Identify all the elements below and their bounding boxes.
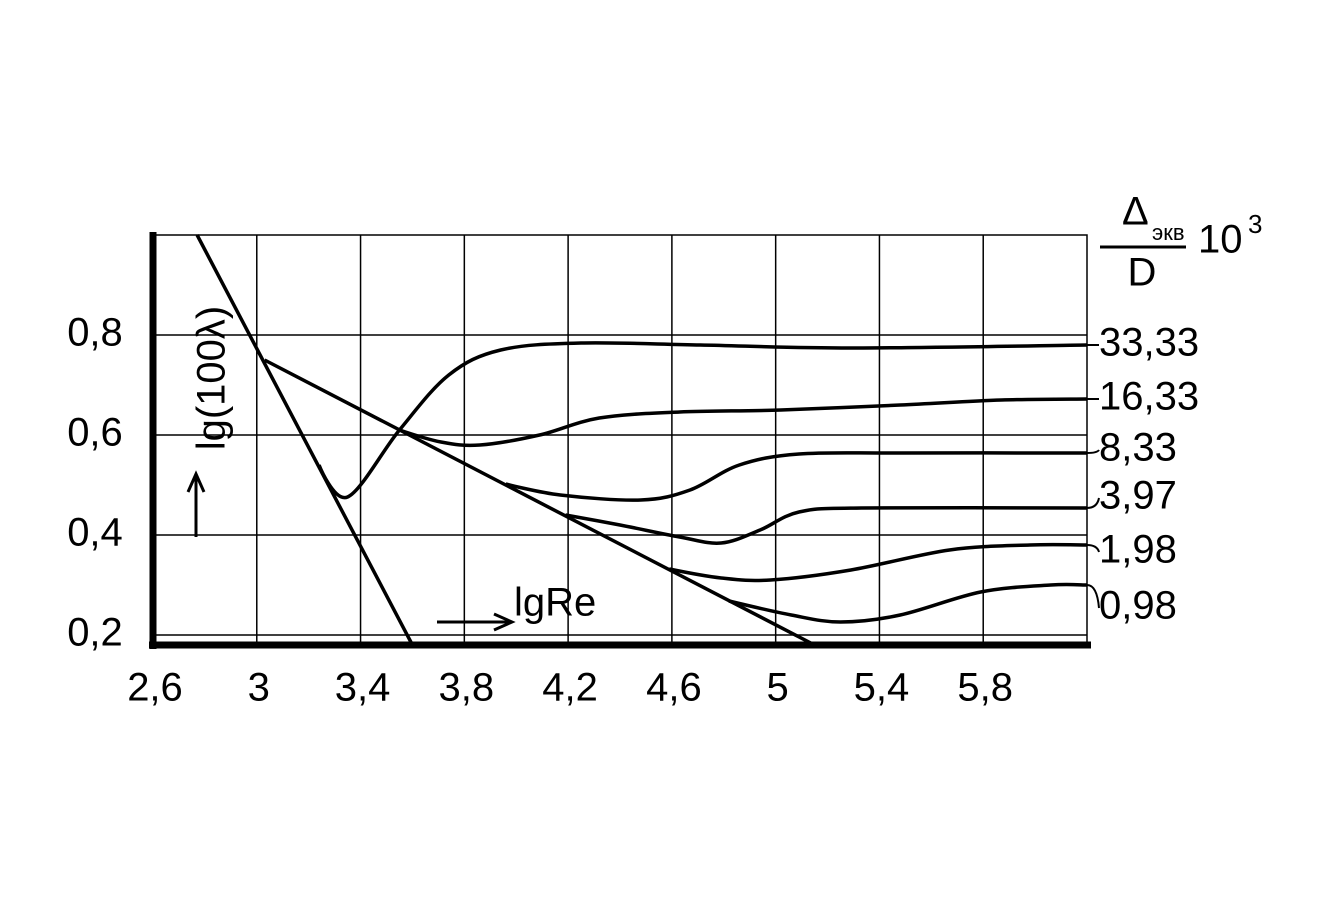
label-leader bbox=[1086, 449, 1100, 454]
series-label: 1,98 bbox=[1099, 528, 1177, 572]
curve bbox=[195, 234, 414, 646]
x-tick-label: 5,4 bbox=[854, 666, 910, 710]
curve bbox=[505, 451, 1088, 502]
x-tick-label: 4,6 bbox=[646, 666, 702, 710]
series-label: 33,33 bbox=[1099, 321, 1199, 365]
x-tick-label: 5,8 bbox=[957, 666, 1013, 710]
y-tick-label: 0,8 bbox=[67, 311, 123, 355]
y-arrowhead bbox=[186, 470, 206, 493]
plot-frame bbox=[152, 234, 1088, 646]
legend-title-numerator: Δ bbox=[1122, 190, 1149, 234]
x-tick-label: 5 bbox=[767, 666, 789, 710]
y-tick-label: 0,2 bbox=[67, 611, 123, 655]
series-label: 8,33 bbox=[1099, 426, 1177, 470]
x-axis-label: lgRe bbox=[514, 581, 596, 625]
curve bbox=[668, 542, 1088, 583]
grid bbox=[152, 235, 1087, 645]
legend-title-subscript: экв bbox=[1152, 220, 1185, 245]
curve bbox=[398, 397, 1088, 448]
series-label: 0,98 bbox=[1099, 584, 1177, 628]
x-tick-label: 3,4 bbox=[335, 666, 391, 710]
y-tick-label: 0,6 bbox=[67, 411, 123, 455]
x-tick-label: 4,2 bbox=[542, 666, 598, 710]
y-tick-label: 0,4 bbox=[67, 511, 123, 555]
legend-title-denominator: D bbox=[1128, 251, 1157, 295]
legend-title-multiplier: 10 bbox=[1198, 218, 1243, 262]
curve bbox=[263, 358, 816, 647]
label-leader bbox=[1086, 544, 1100, 553]
series-label: 3,97 bbox=[1099, 474, 1177, 518]
y-axis-label: lg(100λ) bbox=[190, 306, 234, 451]
curves bbox=[195, 234, 1088, 647]
x-arrowhead bbox=[493, 612, 516, 632]
curve bbox=[317, 341, 1088, 500]
curve bbox=[728, 582, 1088, 624]
legend-title-exponent: 3 bbox=[1248, 209, 1262, 239]
x-tick-label: 3,8 bbox=[439, 666, 495, 710]
x-tick-label: 2,6 bbox=[127, 666, 183, 710]
series-label: 16,33 bbox=[1099, 375, 1199, 419]
x-tick-label: 3 bbox=[248, 666, 270, 710]
label-leader bbox=[1086, 584, 1100, 609]
label-leader bbox=[1086, 497, 1100, 509]
curve bbox=[565, 505, 1088, 545]
